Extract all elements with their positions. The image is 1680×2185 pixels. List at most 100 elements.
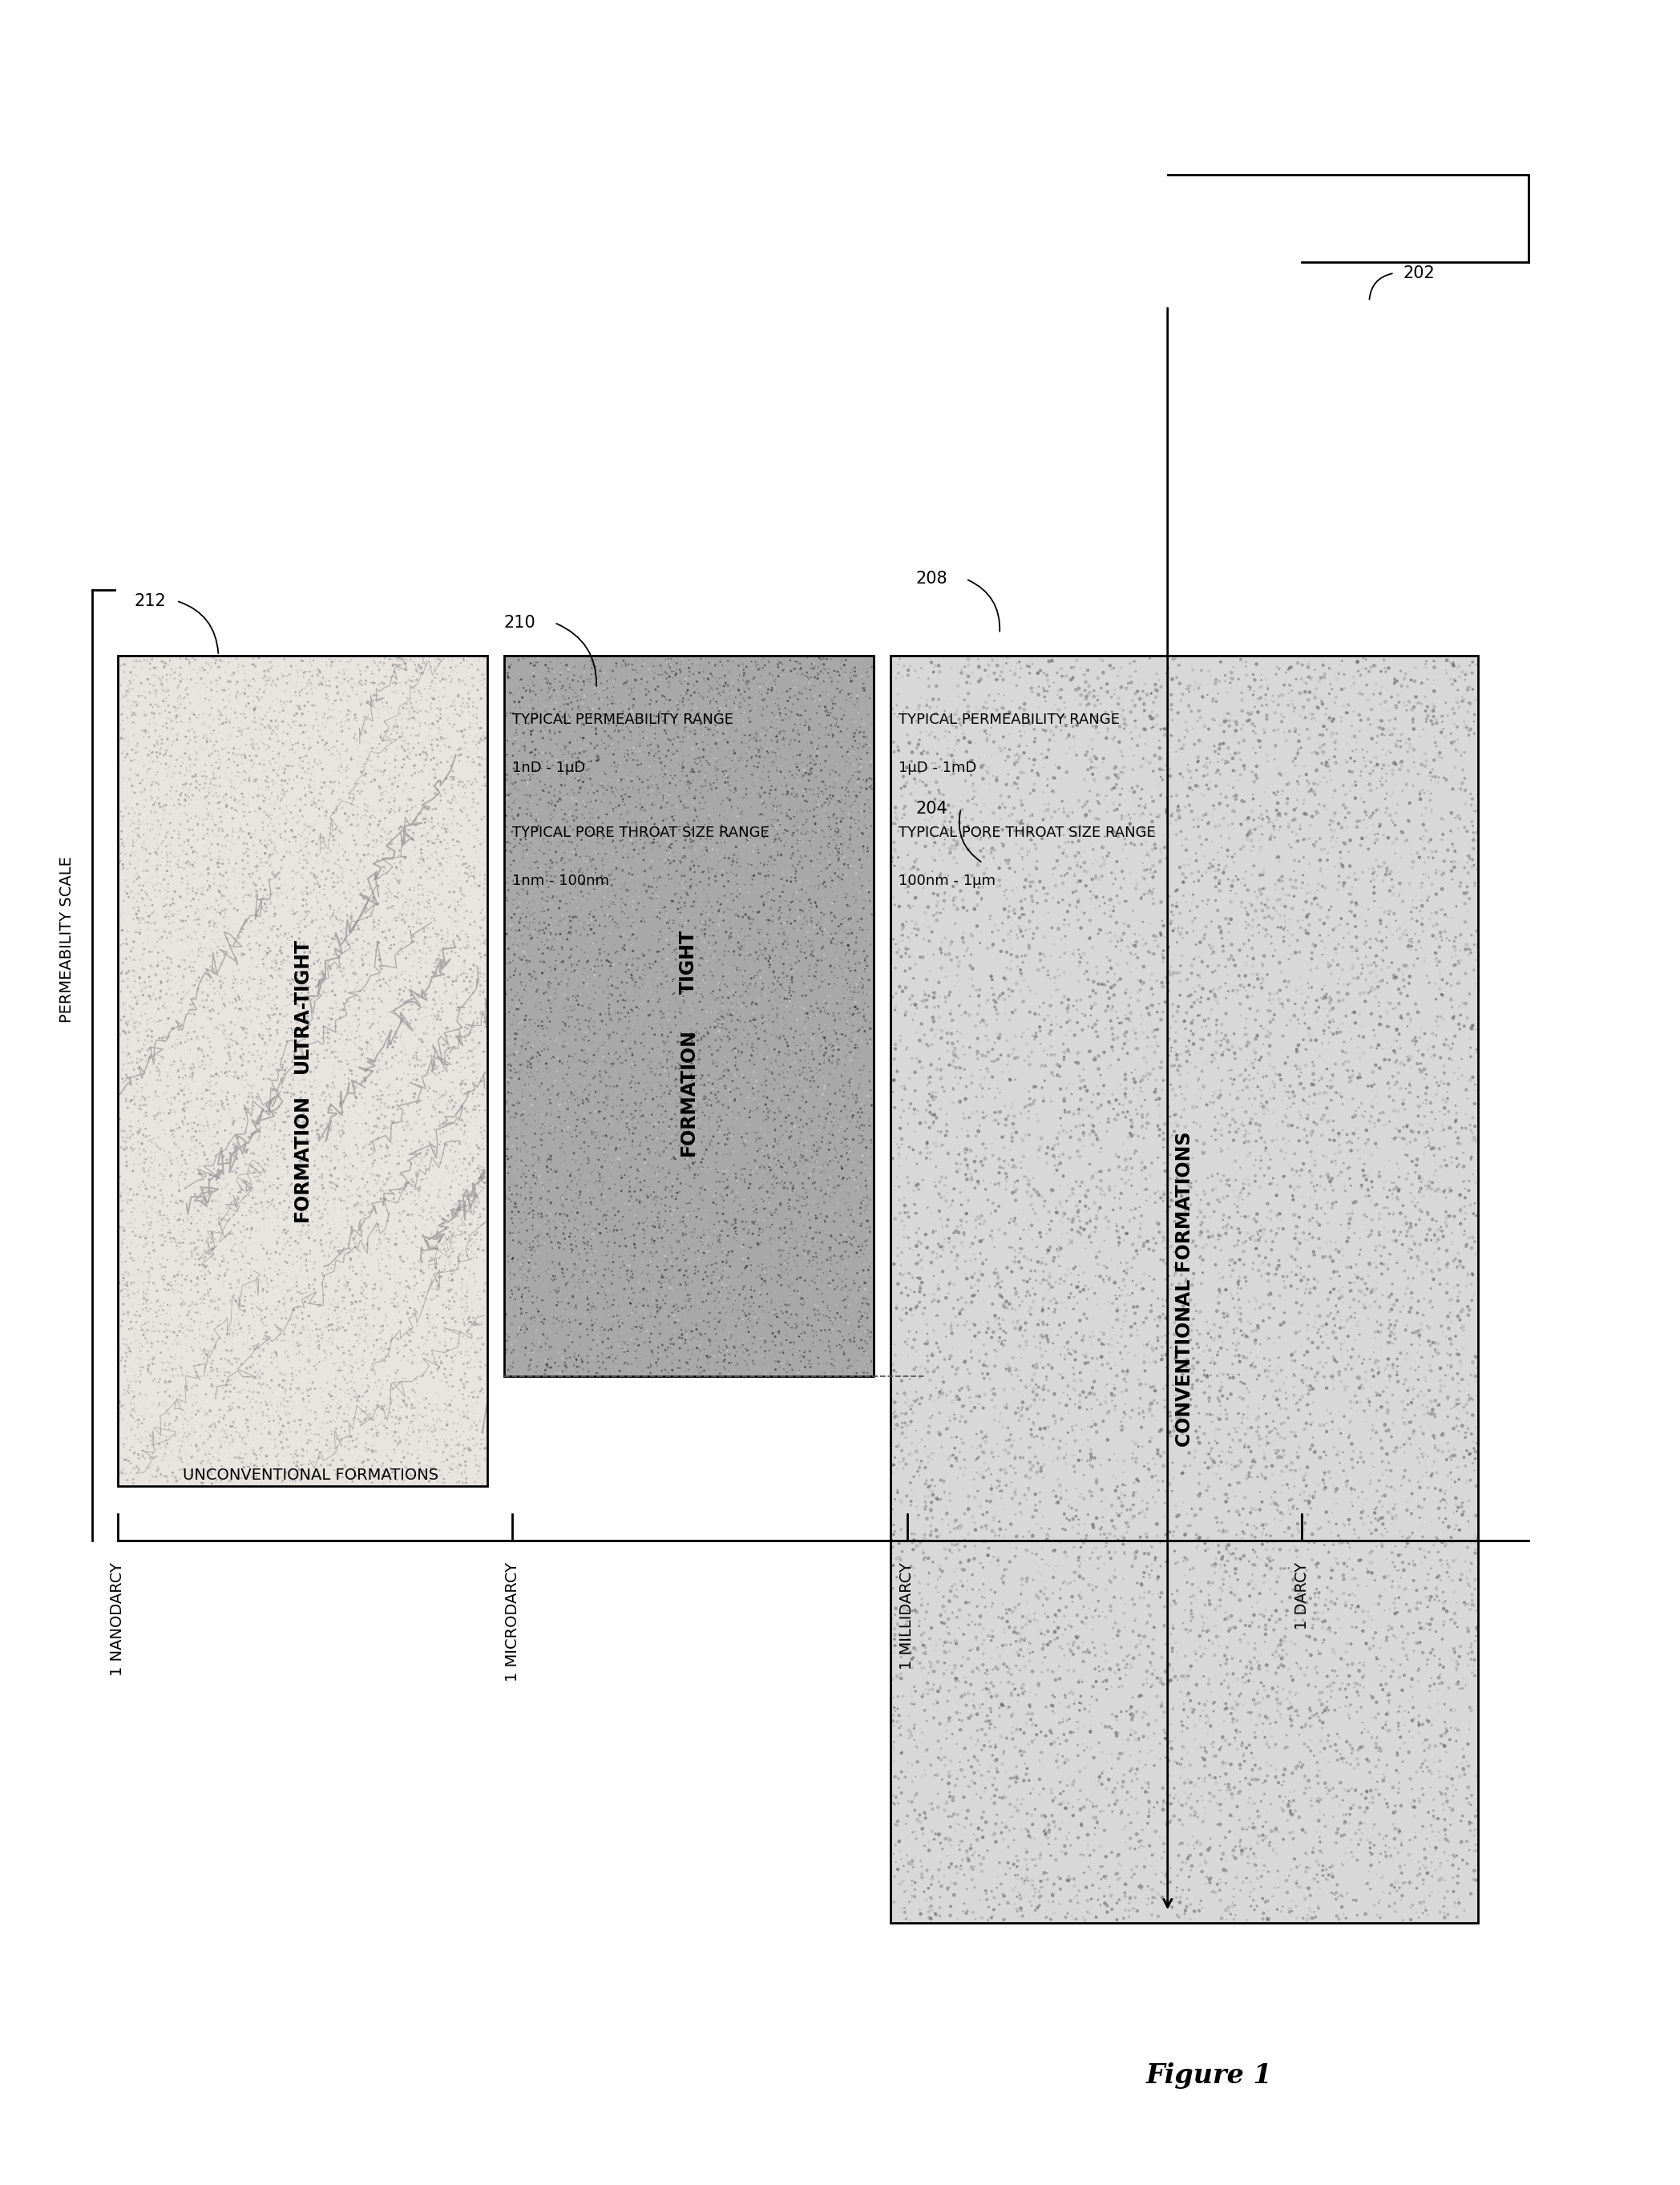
Point	[1110, 1412, 1137, 1446]
Point	[171, 1213, 198, 1248]
Point	[307, 819, 334, 854]
Point	[1292, 1776, 1319, 1811]
Point	[1319, 1654, 1346, 1689]
Point	[652, 1272, 679, 1307]
Point	[1463, 1468, 1490, 1503]
Point	[232, 1165, 259, 1200]
Point	[776, 1073, 803, 1108]
Point	[1003, 1171, 1030, 1206]
Point	[391, 1097, 418, 1132]
Point	[1058, 824, 1085, 859]
Point	[173, 950, 200, 985]
Point	[652, 1252, 679, 1287]
Point	[1131, 817, 1158, 852]
Point	[418, 732, 445, 767]
Point	[366, 1407, 393, 1442]
Point	[208, 795, 235, 830]
Point	[1326, 1127, 1352, 1162]
Point	[800, 714, 827, 749]
Point	[803, 1215, 830, 1250]
Point	[1023, 1709, 1050, 1744]
Point	[516, 850, 543, 885]
Point	[600, 1038, 627, 1073]
Point	[749, 937, 776, 972]
Point	[143, 913, 170, 948]
Point	[895, 1438, 922, 1473]
Point	[1438, 968, 1465, 1003]
Point	[247, 959, 274, 994]
Point	[1050, 1564, 1077, 1599]
Point	[223, 780, 250, 815]
Point	[1205, 909, 1231, 944]
Point	[193, 725, 220, 760]
Point	[586, 867, 613, 902]
Point	[1462, 1186, 1488, 1221]
Point	[1211, 1639, 1238, 1674]
Point	[1114, 1693, 1141, 1728]
Point	[1068, 1687, 1095, 1722]
Point	[198, 728, 225, 763]
Point	[378, 889, 405, 924]
Point	[1326, 1280, 1352, 1315]
Point	[548, 1077, 575, 1112]
Point	[235, 1029, 262, 1064]
Point	[795, 1307, 822, 1342]
Point	[165, 690, 192, 725]
Point	[606, 889, 633, 924]
Point	[596, 1339, 623, 1374]
Point	[349, 1245, 376, 1280]
Point	[405, 846, 432, 881]
Point	[307, 863, 334, 898]
Point	[581, 1119, 608, 1154]
Point	[768, 1252, 795, 1287]
Point	[1364, 1857, 1391, 1892]
Point	[1023, 911, 1050, 946]
Point	[333, 1269, 360, 1304]
Point	[323, 1014, 349, 1049]
Point	[1032, 1414, 1058, 1449]
Point	[591, 1186, 618, 1221]
Point	[937, 1189, 964, 1224]
Point	[178, 1453, 205, 1488]
Point	[622, 1138, 648, 1173]
Point	[596, 1103, 623, 1138]
Point	[699, 977, 726, 1012]
Point	[255, 911, 282, 946]
Point	[690, 1097, 717, 1132]
Point	[469, 1289, 496, 1324]
Point	[608, 854, 635, 889]
Point	[1319, 1554, 1346, 1588]
Point	[176, 846, 203, 881]
Point	[806, 1156, 833, 1191]
Point	[882, 1446, 909, 1481]
Point	[934, 1202, 961, 1237]
Point	[467, 804, 494, 839]
Point	[270, 1318, 297, 1353]
Point	[1001, 1672, 1028, 1706]
Point	[1052, 1263, 1079, 1298]
Point	[689, 854, 716, 889]
Point	[517, 918, 544, 953]
Point	[648, 1038, 675, 1073]
Point	[706, 1020, 732, 1055]
Point	[222, 1138, 249, 1173]
Point	[679, 1263, 706, 1298]
Point	[415, 767, 442, 802]
Point	[1072, 1903, 1099, 1938]
Point	[811, 819, 838, 854]
Point	[407, 1245, 433, 1280]
Point	[380, 649, 407, 684]
Point	[1272, 876, 1299, 911]
Point	[1062, 1342, 1089, 1377]
Point	[1399, 1372, 1426, 1407]
Point	[168, 865, 195, 900]
Point	[1315, 1103, 1342, 1138]
Point	[1200, 1564, 1226, 1599]
Point	[1248, 1040, 1275, 1075]
Point	[996, 1422, 1023, 1457]
Point	[751, 1191, 778, 1226]
Point	[1357, 1774, 1384, 1809]
Point	[635, 798, 662, 832]
Point	[963, 690, 990, 725]
Point	[931, 1501, 958, 1536]
